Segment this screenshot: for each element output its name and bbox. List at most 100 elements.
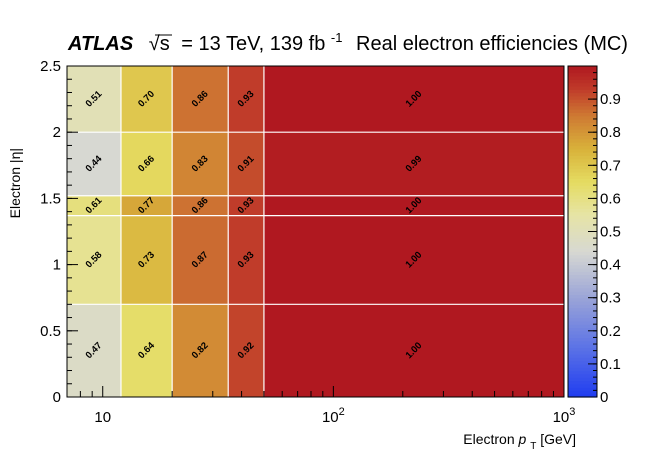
colorbar-segment <box>568 218 597 223</box>
heatmap-cell <box>120 304 173 397</box>
colorbar-segment <box>568 99 597 104</box>
colorbar-segment <box>568 264 597 269</box>
colorbar-segment <box>568 340 597 345</box>
y-tick-label: 0 <box>53 389 61 406</box>
colorbar-segment <box>568 231 597 236</box>
x-axis-title-var: p <box>518 431 527 447</box>
colorbar-segment <box>568 185 597 190</box>
colorbar-segment <box>568 274 597 279</box>
colorbar-segment <box>568 161 597 166</box>
colorbar-segment <box>568 191 597 196</box>
colorbar-segment <box>568 102 597 107</box>
colorbar-segment <box>568 317 597 322</box>
colorbar-segment <box>568 393 597 398</box>
colorbar-segment <box>568 188 597 193</box>
colorbar-segment <box>568 330 597 335</box>
colorbar-segment <box>568 175 597 180</box>
colorbar-segment <box>568 82 597 87</box>
colorbar-segment <box>568 115 597 120</box>
colorbar-segment <box>568 310 597 315</box>
colorbar-segment <box>568 367 597 372</box>
heatmap-cell <box>263 215 564 305</box>
colorbar-segment <box>568 109 597 113</box>
heatmap-cell <box>263 304 564 397</box>
colorbar-segment <box>568 85 597 90</box>
colorbar-segment <box>568 138 597 143</box>
colorbar-segment <box>568 205 597 209</box>
colorbar-segment <box>568 261 597 266</box>
colorbar-segment <box>568 142 597 147</box>
colorbar-segment <box>568 75 597 80</box>
heatmap-cell <box>263 132 564 196</box>
sqrt-s-symbol: √s <box>149 33 170 55</box>
colorbar-segment <box>568 267 597 272</box>
colorbar-segment <box>568 214 597 219</box>
colorbar-segment <box>568 128 597 133</box>
colorbar-segment <box>568 148 597 153</box>
heatmap-cell <box>263 195 564 216</box>
colorbar-segment <box>568 353 597 358</box>
x-tick-label: 102 <box>322 406 345 426</box>
heatmap-cell <box>67 195 121 216</box>
colorbar-segment <box>568 377 597 382</box>
colorbar-segment <box>568 171 597 176</box>
y-axis-title: Electron |η| <box>7 148 23 218</box>
heatmap-cell <box>120 215 173 305</box>
bin-grid-lines <box>67 66 564 397</box>
colorbar-segment <box>568 168 597 173</box>
heatmap-cell <box>228 304 264 397</box>
lumi-superscript: -1 <box>331 30 343 45</box>
colorbar-segment <box>568 304 597 309</box>
colorbar-segment <box>568 118 597 123</box>
colorbar-segment <box>568 347 597 352</box>
x-axis-title-prefix: Electron <box>463 431 518 447</box>
heatmap-cell <box>228 215 264 305</box>
colorbar-segment <box>568 390 597 395</box>
colorbar-segment <box>568 327 597 332</box>
colorbar-segment <box>568 135 597 140</box>
heatmap-cell <box>67 304 121 397</box>
energy-lumi-text: = 13 TeV, 139 fb <box>181 33 325 55</box>
colorbar-segment <box>568 221 597 226</box>
colorbar-segment <box>568 145 597 150</box>
heatmap-cells <box>67 66 564 397</box>
colorbar-segment <box>568 125 597 130</box>
colorbar-segment <box>568 387 597 391</box>
colorbar-segment <box>568 281 597 286</box>
heatmap-cell <box>228 132 264 196</box>
heatmap-cell <box>67 215 121 305</box>
colorbar-segment <box>568 314 597 319</box>
colorbar-segment <box>568 291 597 295</box>
heatmap-cell <box>228 195 264 216</box>
colorbar-segment <box>568 72 597 77</box>
colorbar-segment <box>568 297 597 302</box>
colorbar-segment <box>568 301 597 305</box>
colorbar-segment <box>568 324 597 329</box>
colorbar-segment <box>568 277 597 282</box>
colorbar-segment <box>568 165 597 170</box>
colorbar-segment <box>568 132 597 137</box>
colorbar-segment <box>568 307 597 312</box>
colorbar-segment <box>568 320 597 325</box>
colorbar-tick-label: 0.5 <box>600 224 621 241</box>
colorbar-segment <box>568 158 597 163</box>
colorbar-segment <box>568 360 597 365</box>
colorbar-segment <box>568 370 597 375</box>
colorbar-segment <box>568 344 597 348</box>
colorbar-segment <box>568 373 597 378</box>
heatmap-cell <box>172 132 229 196</box>
colorbar-segment <box>568 357 597 362</box>
colorbar-segment <box>568 198 597 203</box>
colorbar-segment <box>568 112 597 117</box>
x-tick-label: 103 <box>553 406 576 426</box>
heatmap-cell <box>67 132 121 196</box>
colorbar-tick-label: 0.3 <box>600 290 621 307</box>
colorbar-tick-label: 0.4 <box>600 257 621 274</box>
colorbar-segment <box>568 152 597 156</box>
y-tick-label: 2 <box>53 124 61 141</box>
colorbar-segment <box>568 238 597 243</box>
colorbar-segment <box>568 105 597 110</box>
heatmap-cell <box>120 195 173 216</box>
colorbar-segment <box>568 363 597 368</box>
